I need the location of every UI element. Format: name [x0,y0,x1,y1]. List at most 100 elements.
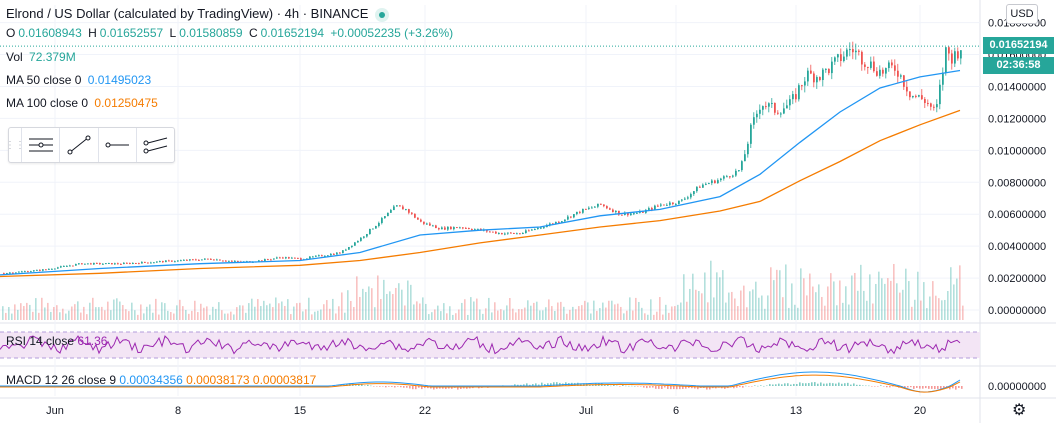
volume-bar [776,269,778,320]
candle-body [867,66,869,68]
volume-bar [701,293,703,320]
parallel-channel-icon[interactable] [137,128,174,162]
macd-hist-bar [400,386,402,388]
currency-button[interactable]: USD [1006,4,1038,24]
volume-bar [785,264,787,320]
volume-bar [305,309,307,320]
volume-bar [851,275,853,320]
candle-body [810,70,812,74]
settings-gear-icon[interactable]: ⚙ [1012,402,1027,419]
volume-bar [155,298,157,320]
candle-body [837,54,839,58]
macd-hist-bar [391,386,393,387]
volume-bar [725,302,727,320]
volume-bar [206,306,208,320]
horizontal-ray-icon[interactable] [99,128,137,162]
volume-bar [905,268,907,320]
volume-bar [884,283,886,320]
rsi-legend[interactable]: RSI 14 close 61.36 [6,334,107,348]
volume-bar [107,301,109,320]
macd-hist-bar [832,383,834,386]
macd-hist-bar [625,385,627,387]
candle-body [120,263,122,265]
macd-hist-bar [781,384,783,386]
candle-body [327,255,329,257]
macd-hist-bar [763,385,765,387]
volume-legend[interactable]: Vol 72.379M [6,50,79,64]
volume-bar [2,306,4,320]
candle-body [228,260,230,262]
volume-bar [608,300,610,320]
volume-bar [389,291,391,320]
macd-hist-bar [754,385,756,386]
volume-bar [524,307,526,320]
volume-bar [212,306,214,320]
horizontal-lines-icon[interactable] [22,128,61,162]
candle-body [822,69,824,81]
trend-line-icon[interactable] [60,128,99,162]
candle-body [273,258,275,260]
volume-bar [83,306,85,320]
volume-bar [587,302,589,320]
candle-body [39,269,41,271]
volume-bar [845,286,847,320]
macd-hist-bar [913,386,915,389]
macd-hist-bar [943,386,945,389]
candle-body [945,47,947,73]
candle-body [693,191,695,195]
volume-bar [581,305,583,320]
volume-bar [368,286,370,320]
candle-body [528,230,530,232]
volume-bar [413,304,415,320]
candle-body [735,170,737,176]
candle-body [198,259,200,261]
macd-hist-bar [550,383,552,386]
volume-bar [926,308,928,320]
candle-body [672,202,674,205]
drag-handle-icon[interactable]: ⋮⋮ [5,128,25,162]
volume-bar [260,306,262,320]
candle-body [606,206,608,209]
volume-bar [713,297,715,320]
volume-bar [59,312,61,320]
candle-body [549,223,551,226]
candle-body [12,272,14,274]
macd-hist-bar [844,383,846,386]
volume-bar [353,307,355,320]
volume-bar [419,303,421,320]
candle-body [354,242,356,246]
volume-bar [959,265,961,320]
volume-bar [251,298,253,320]
volume-bar [344,312,346,320]
candle-body [750,124,752,144]
macd-hist-bar [865,385,867,387]
candle-body [777,112,779,114]
volume-bar [224,313,226,320]
candle-body [816,77,818,83]
macd-hist-bar [766,385,768,387]
volume-bar [77,301,79,320]
volume-bar [497,310,499,320]
y-tick-label: 0.00200000 [988,273,1046,285]
candle-body [375,226,377,229]
candle-body [954,51,956,64]
candle-body [108,262,110,264]
candle-body [534,229,536,231]
candle-body [192,259,194,261]
candle-body [471,229,473,231]
macd-hist-bar [661,386,663,390]
ma50-legend[interactable]: MA 50 close 0 0.01495023 [6,73,154,87]
countdown-tag: 02:36:58 [983,57,1054,74]
volume-bar [167,310,169,320]
volume-bar [650,299,652,320]
candle-body [807,70,809,82]
volume-bar [890,280,892,320]
ma100-legend[interactable]: MA 100 close 0 0.01250475 [6,96,161,110]
volume-bar [101,306,103,320]
macd-hist-value: 0.00003817 [252,373,317,387]
macd-legend[interactable]: MACD 12 26 close 9 0.00034356 0.00038173… [6,373,316,387]
volume-bar [503,310,505,320]
volume-bar [887,278,889,320]
macd-hist-bar [667,386,669,389]
